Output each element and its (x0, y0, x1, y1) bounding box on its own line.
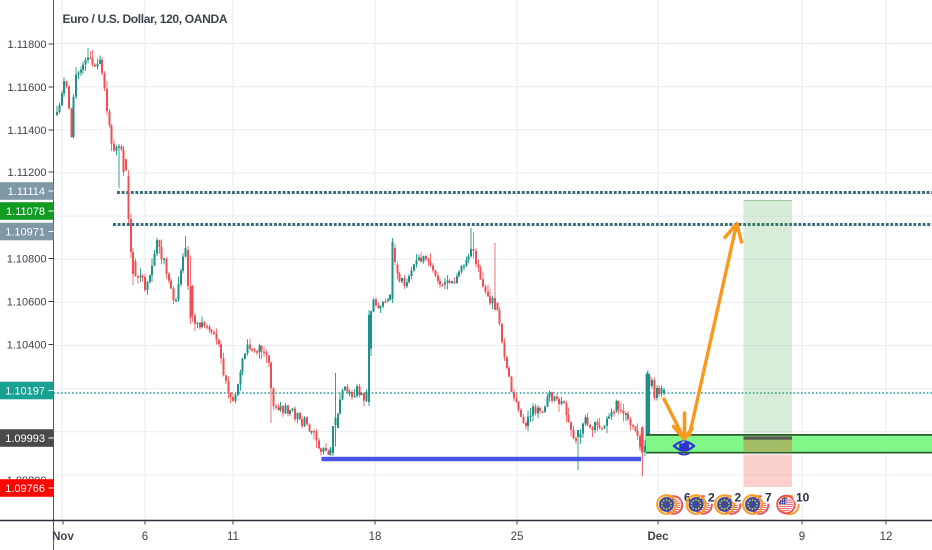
svg-text:1.11800: 1.11800 (8, 39, 47, 51)
svg-text:7: 7 (765, 491, 772, 505)
svg-text:Nov: Nov (52, 531, 74, 543)
svg-text:25: 25 (511, 531, 524, 543)
svg-text:1.11114: 1.11114 (8, 186, 45, 198)
svg-text:1.10971: 1.10971 (5, 227, 45, 239)
svg-text:1.09993: 1.09993 (5, 433, 45, 445)
svg-text:1.10400: 1.10400 (7, 340, 47, 352)
svg-text:Dec: Dec (647, 531, 669, 543)
svg-text:10: 10 (796, 491, 810, 505)
svg-text:1.09766: 1.09766 (5, 483, 45, 495)
svg-text:2: 2 (708, 491, 715, 505)
svg-text:1.11600: 1.11600 (8, 82, 47, 94)
svg-text:11: 11 (227, 531, 239, 543)
svg-text:1.11400: 1.11400 (8, 125, 47, 137)
svg-text:12: 12 (880, 531, 893, 543)
svg-text:1.10600: 1.10600 (7, 297, 47, 309)
svg-text:2: 2 (735, 491, 742, 505)
svg-text:1.11078: 1.11078 (6, 206, 45, 218)
svg-text:6: 6 (684, 491, 691, 505)
svg-text:6: 6 (142, 531, 148, 543)
svg-text:18: 18 (369, 531, 382, 543)
svg-text:1.10800: 1.10800 (7, 254, 47, 266)
svg-text:Euro / U.S. Dollar, 120, OANDA: Euro / U.S. Dollar, 120, OANDA (63, 12, 228, 26)
svg-text:1.11200: 1.11200 (8, 167, 47, 179)
svg-text:1.10197: 1.10197 (5, 386, 45, 398)
svg-text:9: 9 (799, 531, 805, 543)
